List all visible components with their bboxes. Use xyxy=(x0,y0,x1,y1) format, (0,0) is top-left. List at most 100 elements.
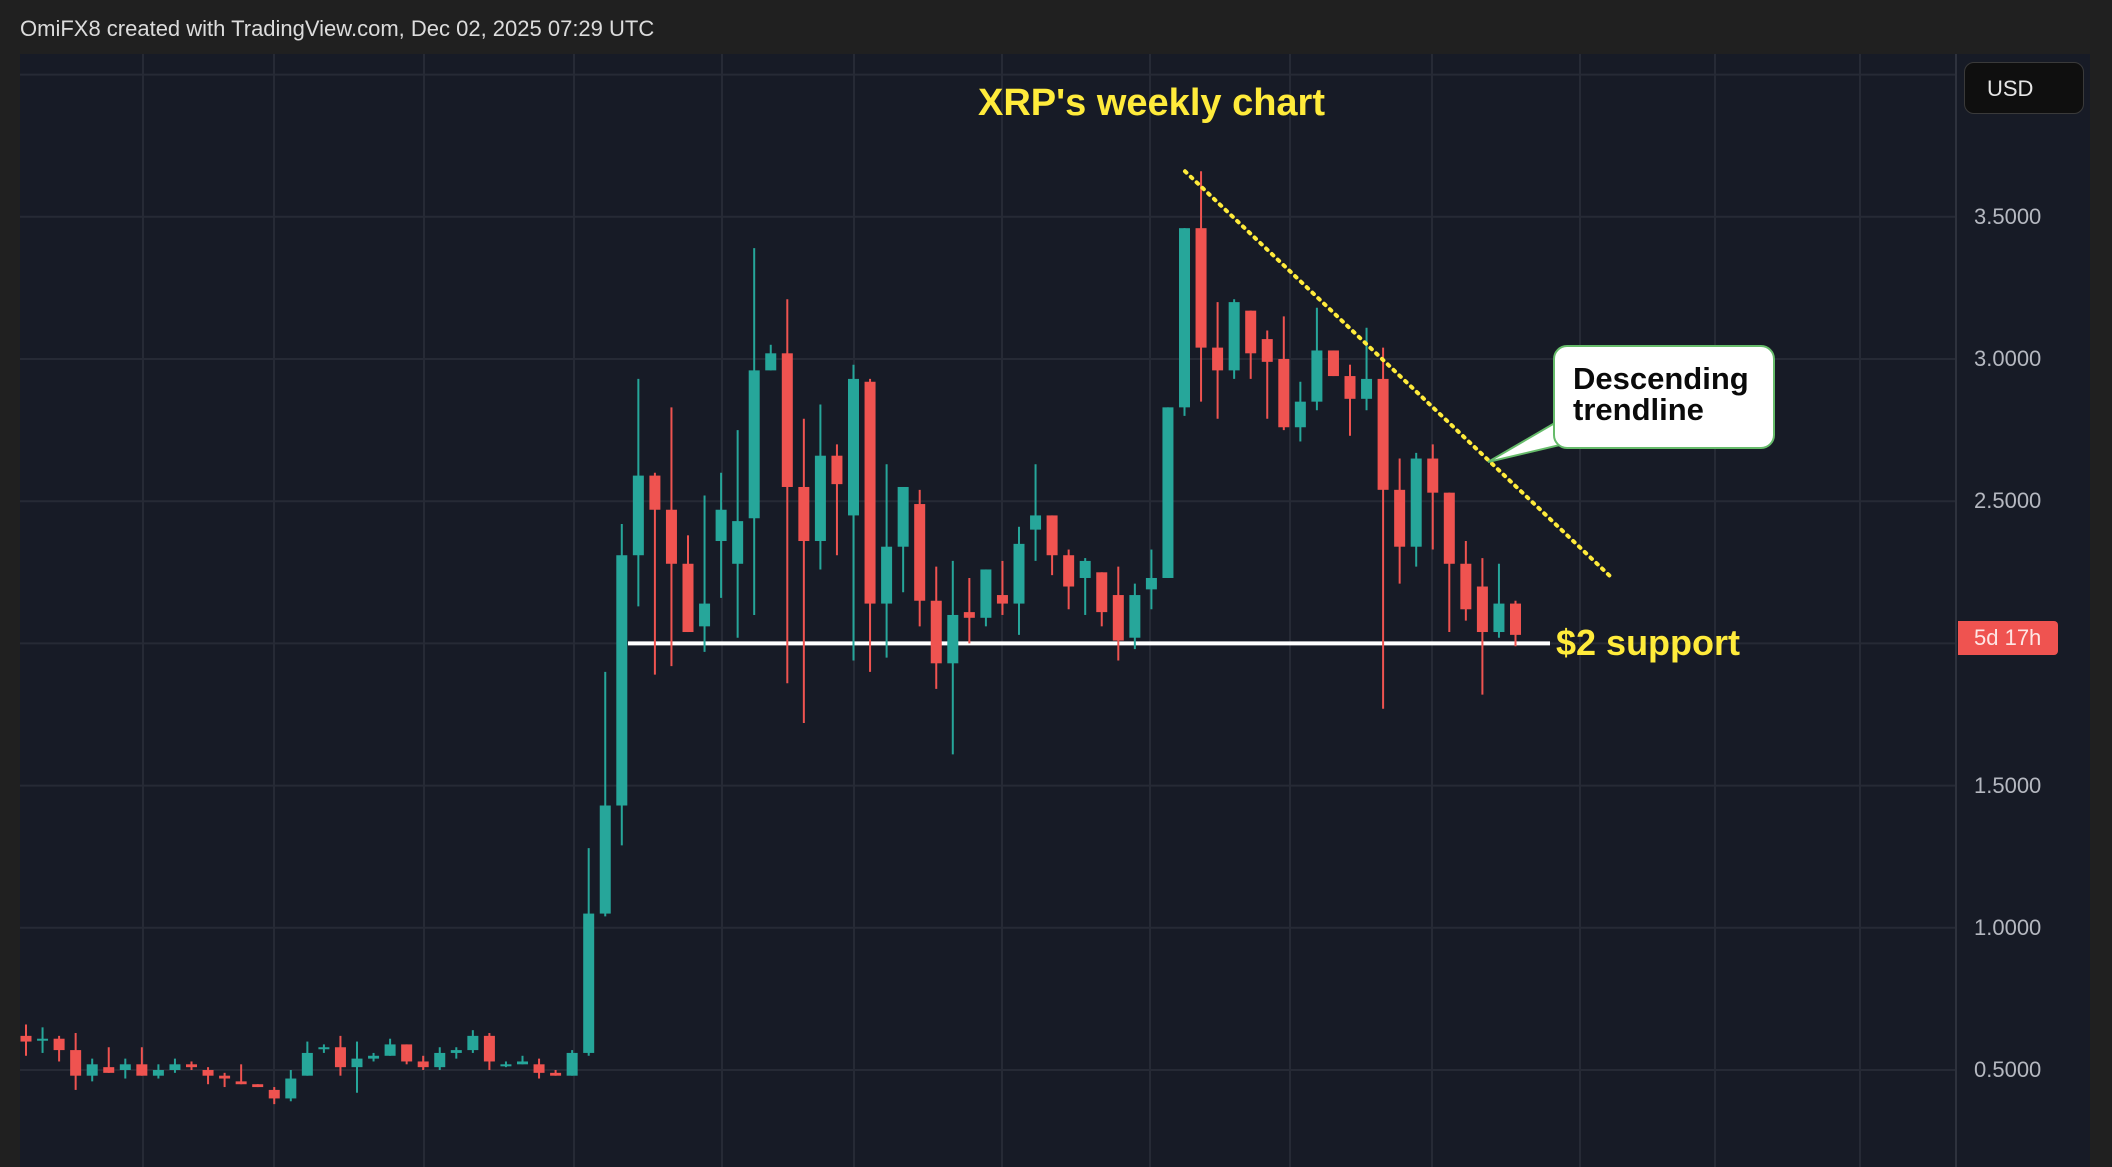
candle-body[interactable] xyxy=(467,1035,479,1051)
candle-body[interactable] xyxy=(1510,603,1521,635)
candle-body[interactable] xyxy=(219,1075,231,1079)
candle-body[interactable] xyxy=(1096,572,1108,613)
candle-body[interactable] xyxy=(1443,492,1455,564)
candle-body[interactable] xyxy=(599,805,611,914)
currency-button[interactable]: USD xyxy=(1964,62,2084,114)
candle-body[interactable] xyxy=(434,1052,446,1068)
candle-body[interactable] xyxy=(450,1050,462,1053)
candle-body[interactable] xyxy=(996,595,1008,604)
candle-body[interactable] xyxy=(1327,350,1339,377)
candle-body[interactable] xyxy=(682,563,694,633)
candle-body[interactable] xyxy=(1261,339,1273,362)
candle-body[interactable] xyxy=(732,521,744,564)
candle-body[interactable] xyxy=(649,475,661,510)
candle-body[interactable] xyxy=(235,1081,247,1085)
candle-body[interactable] xyxy=(1145,577,1157,590)
candle-body[interactable] xyxy=(1212,347,1224,371)
candle-body[interactable] xyxy=(285,1078,297,1099)
candle-body[interactable] xyxy=(881,546,893,604)
candle-body[interactable] xyxy=(517,1061,528,1065)
candle-body[interactable] xyxy=(483,1035,495,1062)
candle-body[interactable] xyxy=(1394,489,1406,547)
candle-body[interactable] xyxy=(1361,378,1373,399)
candle-body[interactable] xyxy=(1245,310,1257,354)
candle-body[interactable] xyxy=(980,569,992,618)
candle-body[interactable] xyxy=(1129,595,1141,638)
price-tick-label: 2.5000 xyxy=(1974,488,2042,514)
callout-pointer xyxy=(1487,418,1561,463)
candle-body[interactable] xyxy=(1460,563,1472,610)
candle-body[interactable] xyxy=(351,1058,363,1068)
price-tick-label: 1.5000 xyxy=(1974,772,2042,798)
candle-body[interactable] xyxy=(947,614,959,664)
candle-body[interactable] xyxy=(1228,302,1240,371)
candle-body[interactable] xyxy=(1162,407,1174,578)
candle-body[interactable] xyxy=(1410,458,1422,547)
candle-body[interactable] xyxy=(1195,228,1207,348)
candle-body[interactable] xyxy=(202,1070,214,1076)
candle-body[interactable] xyxy=(384,1044,396,1056)
candle-body[interactable] xyxy=(831,455,843,485)
candle-body[interactable] xyxy=(1079,560,1091,578)
candle-body[interactable] xyxy=(930,600,942,664)
candle-body[interactable] xyxy=(765,353,777,371)
candle-body[interactable] xyxy=(864,381,876,604)
candle-body[interactable] xyxy=(1427,458,1439,493)
candle-body[interactable] xyxy=(550,1072,562,1076)
candle-body[interactable] xyxy=(318,1047,330,1050)
candle-body[interactable] xyxy=(401,1044,413,1062)
candle-body[interactable] xyxy=(1030,515,1042,530)
candle-body[interactable] xyxy=(252,1084,264,1088)
price-tick-label: 3.5000 xyxy=(1974,203,2042,229)
candle-body[interactable] xyxy=(963,612,975,618)
candle-body[interactable] xyxy=(798,486,810,542)
candle-body[interactable] xyxy=(1294,401,1306,428)
candle-body[interactable] xyxy=(566,1052,578,1076)
candle-body[interactable] xyxy=(103,1067,115,1073)
candle-body[interactable] xyxy=(781,353,793,487)
chart-pane[interactable] xyxy=(20,54,2090,1167)
candle-body[interactable] xyxy=(699,603,711,627)
candle-body[interactable] xyxy=(417,1061,429,1068)
candle-body[interactable] xyxy=(37,1038,49,1041)
candle-body[interactable] xyxy=(20,1035,32,1042)
candle-body[interactable] xyxy=(368,1055,380,1059)
candle-body[interactable] xyxy=(632,475,644,556)
candle-body[interactable] xyxy=(169,1064,181,1070)
candle-body[interactable] xyxy=(86,1064,98,1076)
candle-body[interactable] xyxy=(1179,228,1190,408)
candle-body[interactable] xyxy=(715,509,727,542)
candle-body[interactable] xyxy=(1063,555,1075,587)
descending-trendline[interactable] xyxy=(1183,169,1614,580)
candle-body[interactable] xyxy=(665,509,677,564)
candle-body[interactable] xyxy=(1476,586,1488,633)
candle-body[interactable] xyxy=(616,555,628,806)
candle-body[interactable] xyxy=(1046,515,1058,556)
candle-body[interactable] xyxy=(748,370,760,519)
candle-body[interactable] xyxy=(533,1064,545,1073)
candle-body[interactable] xyxy=(500,1064,512,1067)
candle-body[interactable] xyxy=(268,1089,280,1099)
candle-body[interactable] xyxy=(53,1038,65,1051)
candle-body[interactable] xyxy=(897,486,909,547)
candle-body[interactable] xyxy=(1493,603,1505,633)
candle-body[interactable] xyxy=(70,1050,82,1076)
candle-body[interactable] xyxy=(136,1064,148,1076)
candle-body[interactable] xyxy=(334,1047,346,1068)
candle-body[interactable] xyxy=(583,913,595,1053)
candle-body[interactable] xyxy=(186,1064,197,1068)
candle-body[interactable] xyxy=(1112,595,1124,641)
candle-body[interactable] xyxy=(814,455,826,542)
candle-body[interactable] xyxy=(1344,376,1356,399)
candle-body[interactable] xyxy=(1377,378,1389,490)
candle-body[interactable] xyxy=(301,1052,313,1076)
candle-body[interactable] xyxy=(1311,350,1323,402)
candle-body[interactable] xyxy=(152,1070,164,1076)
price-tick-label: 1.0000 xyxy=(1974,914,2042,940)
candle-body[interactable] xyxy=(1013,543,1025,604)
candle-body[interactable] xyxy=(1278,359,1290,428)
candle-body[interactable] xyxy=(914,504,926,601)
candle-body[interactable] xyxy=(848,378,859,516)
candle-body[interactable] xyxy=(119,1064,131,1070)
